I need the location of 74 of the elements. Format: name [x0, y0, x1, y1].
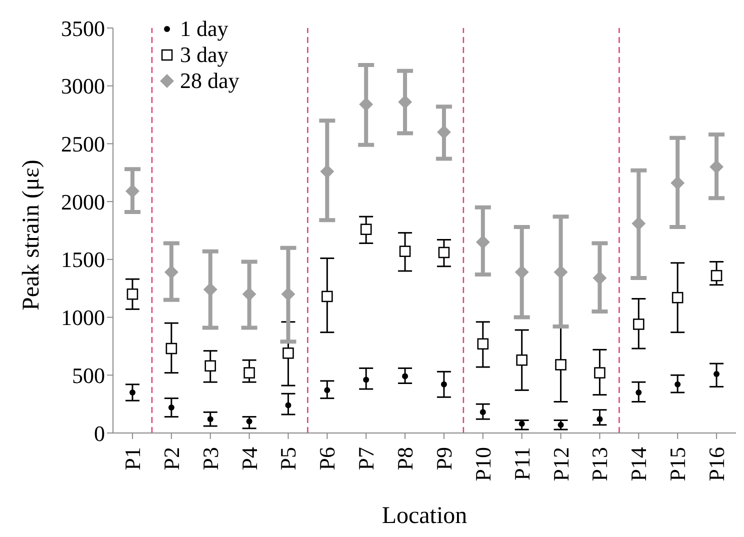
point	[126, 288, 138, 300]
legend-label: 28 day	[180, 68, 240, 94]
x-tick-label: P14	[626, 447, 652, 482]
point	[168, 404, 174, 411]
legend-label: 3 day	[180, 42, 228, 68]
point	[476, 235, 490, 250]
x-tick-label: P2	[158, 447, 184, 470]
x-tick-label: P9	[431, 447, 456, 470]
point	[516, 354, 528, 366]
point	[633, 318, 644, 330]
x-tick-label: P1	[120, 447, 145, 470]
y-axis-title: Peak strain (με)	[18, 160, 45, 310]
legend-label: 1 day	[180, 16, 228, 42]
point	[322, 290, 333, 302]
y-tick-label: 2000	[61, 189, 105, 214]
x-tick-label: P6	[314, 447, 340, 470]
x-tick-label: P13	[587, 447, 612, 482]
point	[242, 287, 256, 302]
point	[244, 367, 255, 378]
point	[594, 367, 606, 378]
y-tick-label: 0	[94, 420, 105, 446]
x-tick-label: P7	[354, 447, 379, 470]
point	[282, 348, 294, 359]
point	[672, 292, 684, 304]
point	[440, 381, 447, 388]
point	[596, 416, 603, 422]
point	[514, 265, 529, 280]
point	[399, 246, 411, 257]
y-tick-label: 1000	[61, 305, 105, 330]
point	[363, 376, 370, 383]
y-tick-label: 2500	[61, 132, 105, 157]
point	[674, 381, 681, 388]
point	[203, 282, 218, 297]
point	[714, 370, 720, 377]
point	[204, 360, 216, 372]
y-tick-label: 500	[72, 362, 105, 388]
point	[555, 359, 566, 370]
point	[359, 97, 374, 112]
point	[480, 409, 486, 416]
point	[670, 176, 685, 190]
point	[125, 184, 140, 198]
point	[246, 418, 252, 424]
point	[324, 387, 330, 394]
y-tick-label: 3000	[61, 74, 105, 99]
point	[558, 422, 564, 428]
point	[592, 270, 607, 285]
point	[129, 390, 136, 396]
x-tick-label: P4	[236, 447, 262, 470]
point	[402, 373, 408, 380]
point	[710, 270, 722, 282]
point	[360, 224, 372, 235]
x-axis-title: Location	[382, 503, 468, 529]
point	[164, 265, 178, 280]
point	[632, 216, 646, 231]
y-tick-label: 3500	[61, 16, 105, 41]
x-tick-label: P3	[198, 447, 223, 470]
point	[518, 420, 525, 427]
point	[320, 164, 334, 178]
x-tick-label: P11	[509, 447, 534, 480]
point	[554, 265, 568, 280]
x-tick-label: P16	[704, 447, 730, 482]
x-tick-label: P5	[276, 447, 301, 470]
point	[636, 390, 642, 396]
point	[281, 287, 296, 302]
x-tick-label: P15	[665, 447, 690, 482]
point	[207, 416, 214, 422]
point	[477, 338, 489, 350]
point	[285, 402, 292, 408]
x-tick-label: P10	[470, 447, 496, 482]
point	[438, 246, 450, 258]
x-tick-label: P12	[548, 447, 574, 482]
y-tick-label: 1500	[61, 247, 105, 272]
point	[166, 342, 178, 354]
x-tick-label: P8	[392, 447, 418, 470]
